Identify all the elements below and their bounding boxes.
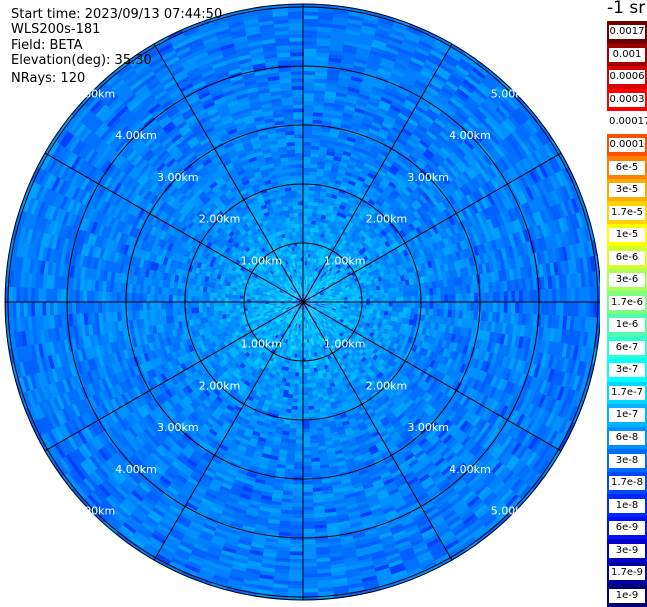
azimuth-spokes	[5, 4, 600, 600]
range-ring-label: 1.00km	[324, 338, 366, 351]
elevation-label: Elevation(deg): 35.30	[11, 53, 152, 68]
range-ring-label: 4.00km	[115, 463, 157, 476]
range-ring-labels: 1.00km 1.00km 1.00km 1.00km 2.00km 2.00km 2.00…	[74, 87, 533, 517]
colorbar-label: 3e-6	[609, 273, 645, 288]
colorbar-label: 6e-6	[609, 250, 645, 265]
azimuth-spoke	[153, 43, 304, 303]
colorbar-label: 0.0003	[609, 92, 645, 107]
colorbar-label: 1.7e-6	[609, 295, 645, 310]
colorbar-label: 6e-8	[609, 430, 645, 445]
colorbar-label: 1.7e-7	[609, 385, 645, 400]
nrays-label: NRays: 120	[11, 71, 86, 86]
colorbar-label: 1.7e-8	[609, 476, 645, 491]
colorbar-label: 1e-7	[609, 408, 645, 423]
range-ring-label: 1.00km	[241, 254, 283, 267]
ppi-plot: 1.00km 1.00km 1.00km 1.00km 2.00km 2.00km 2.00…	[4, 3, 600, 601]
colorbar-label: 1e-5	[609, 228, 645, 243]
range-ring-label: 4.00km	[449, 129, 491, 142]
colorbar-label: 1.7e-9	[609, 566, 645, 581]
field-label: Field: BETA	[11, 38, 83, 53]
azimuth-spoke	[44, 152, 304, 303]
colorbar-label: 3e-8	[609, 453, 645, 468]
colorbar-label: 6e-7	[609, 340, 645, 355]
azimuth-spoke	[302, 152, 562, 303]
azimuth-spoke	[302, 301, 562, 452]
range-ring-label: 2.00km	[366, 379, 408, 392]
range-ring-label: 5.00km	[491, 87, 533, 100]
range-ring-label: 1.00km	[324, 254, 366, 267]
azimuth-spoke	[44, 301, 304, 452]
range-ring-label: 2.00km	[366, 213, 408, 226]
colorbar-label: 6e-9	[609, 521, 645, 536]
azimuth-spoke	[302, 301, 453, 561]
colorbar-label: 3e-9	[609, 543, 645, 558]
range-ring-label: 4.00km	[115, 129, 157, 142]
colorbar-units: -1 sr	[607, 0, 646, 18]
colorbar-label: 0.0006	[609, 70, 645, 85]
range-ring-label: 5.00km	[491, 505, 533, 518]
range-ring-label: 2.00km	[199, 379, 241, 392]
range-ring-label: 3.00km	[407, 421, 449, 434]
colorbar-label: 3e-5	[609, 183, 645, 198]
colorbar-label: 0.0001	[609, 137, 645, 152]
azimuth-spoke	[153, 301, 304, 561]
range-ring-label: 3.00km	[407, 171, 449, 184]
colorbar-label: 0.001	[609, 47, 645, 62]
range-ring-label: 3.00km	[157, 421, 199, 434]
colorbar-label: 3e-7	[609, 363, 645, 378]
colorbar-label: 0.00017	[609, 115, 647, 130]
colorbar-label: 1.7e-5	[609, 205, 645, 220]
azimuth-spoke	[302, 43, 453, 303]
colorbar-label: 6e-5	[609, 160, 645, 175]
range-ring-label: 5.00km	[74, 87, 116, 100]
range-ring-label: 2.00km	[199, 213, 241, 226]
colorbar-label: 1e-9	[609, 588, 645, 603]
range-ring-label: 4.00km	[449, 463, 491, 476]
start-time-label: Start time: 2023/09/13 07:44:50	[11, 7, 223, 22]
instrument-label: WLS200s-181	[11, 22, 101, 37]
range-ring-label: 1.00km	[241, 338, 283, 351]
colorbar-label: 1e-6	[609, 318, 645, 333]
range-ring-label: 5.00km	[74, 505, 116, 518]
colorbar-label: 1e-8	[609, 498, 645, 513]
range-ring-label: 3.00km	[157, 171, 199, 184]
colorbar-label: 0.0017	[609, 25, 645, 40]
